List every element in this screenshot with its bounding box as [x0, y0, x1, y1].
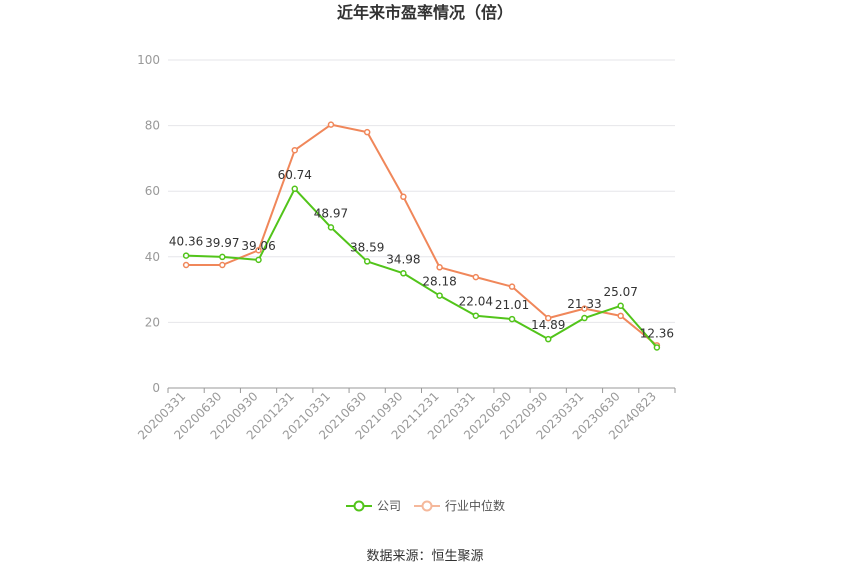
y-tick-label: 0	[152, 381, 160, 395]
data-point-company	[219, 253, 226, 261]
data-label-company: 39.97	[205, 236, 239, 250]
data-point-industry-median	[400, 193, 407, 201]
data-point-industry-median	[182, 261, 190, 269]
data-point-company	[581, 314, 588, 322]
y-tick-label: 40	[145, 250, 160, 264]
data-point-company	[182, 252, 190, 259]
data-source: 数据来源：恒生聚源	[366, 549, 484, 564]
data-point-company	[617, 302, 624, 310]
data-point-company	[255, 256, 262, 264]
data-point-industry-median	[291, 146, 298, 154]
data-label-company: 21.33	[567, 297, 601, 311]
legend: 公司 行业中位数	[0, 497, 850, 514]
legend-item-company[interactable]: 公司	[345, 497, 401, 514]
legend-company-icon	[345, 500, 372, 511]
data-point-industry-median	[472, 273, 480, 281]
data-point-company	[508, 315, 516, 323]
data-label-company: 60.74	[278, 168, 312, 182]
data-point-company	[363, 258, 371, 265]
legend-label-company: 公司	[376, 499, 401, 513]
data-point-company	[436, 292, 443, 299]
data-label-company: 28.18	[422, 275, 456, 289]
data-point-company	[545, 335, 552, 343]
series-line-industry-median	[186, 123, 658, 347]
data-label-company: 38.59	[350, 240, 384, 254]
data-point-company	[400, 270, 407, 277]
data-label-company: 22.04	[459, 295, 493, 309]
data-point-industry-median	[255, 246, 262, 254]
data-point-company	[653, 344, 661, 351]
data-label-company: 12.36	[640, 326, 674, 340]
y-tick-label: 80	[145, 119, 160, 133]
data-label-company: 39.06	[241, 239, 275, 253]
data-point-company	[291, 185, 298, 193]
data-label-company: 25.07	[603, 285, 637, 299]
legend-label-industry-median: 行业中位数	[445, 499, 506, 513]
data-point-industry-median	[617, 312, 624, 320]
data-label-company: 21.01	[495, 298, 529, 312]
legend-industry-icon	[414, 500, 440, 511]
data-point-industry-median	[436, 264, 443, 271]
data-label-company: 48.97	[314, 206, 348, 220]
series-line-company	[186, 187, 658, 349]
data-label-company: 14.89	[531, 318, 565, 332]
chart-title: 近年来市盈率情况（倍）	[336, 3, 513, 22]
legend-item-industry-median[interactable]: 行业中位数	[413, 497, 505, 514]
data-point-industry-median	[545, 314, 552, 322]
y-tick-label: 20	[145, 315, 160, 329]
data-point-company	[327, 224, 335, 231]
data-point-industry-median	[219, 261, 226, 269]
data-point-industry-median	[327, 121, 335, 128]
data-point-company	[472, 312, 480, 319]
data-label-company: 34.98	[386, 252, 420, 266]
data-point-industry-median	[363, 128, 371, 136]
data-point-industry-median	[581, 305, 588, 312]
data-label-company: 40.36	[169, 235, 203, 249]
y-tick-label: 100	[137, 53, 160, 67]
y-tick-label: 60	[145, 184, 160, 198]
data-point-industry-median	[508, 283, 516, 290]
